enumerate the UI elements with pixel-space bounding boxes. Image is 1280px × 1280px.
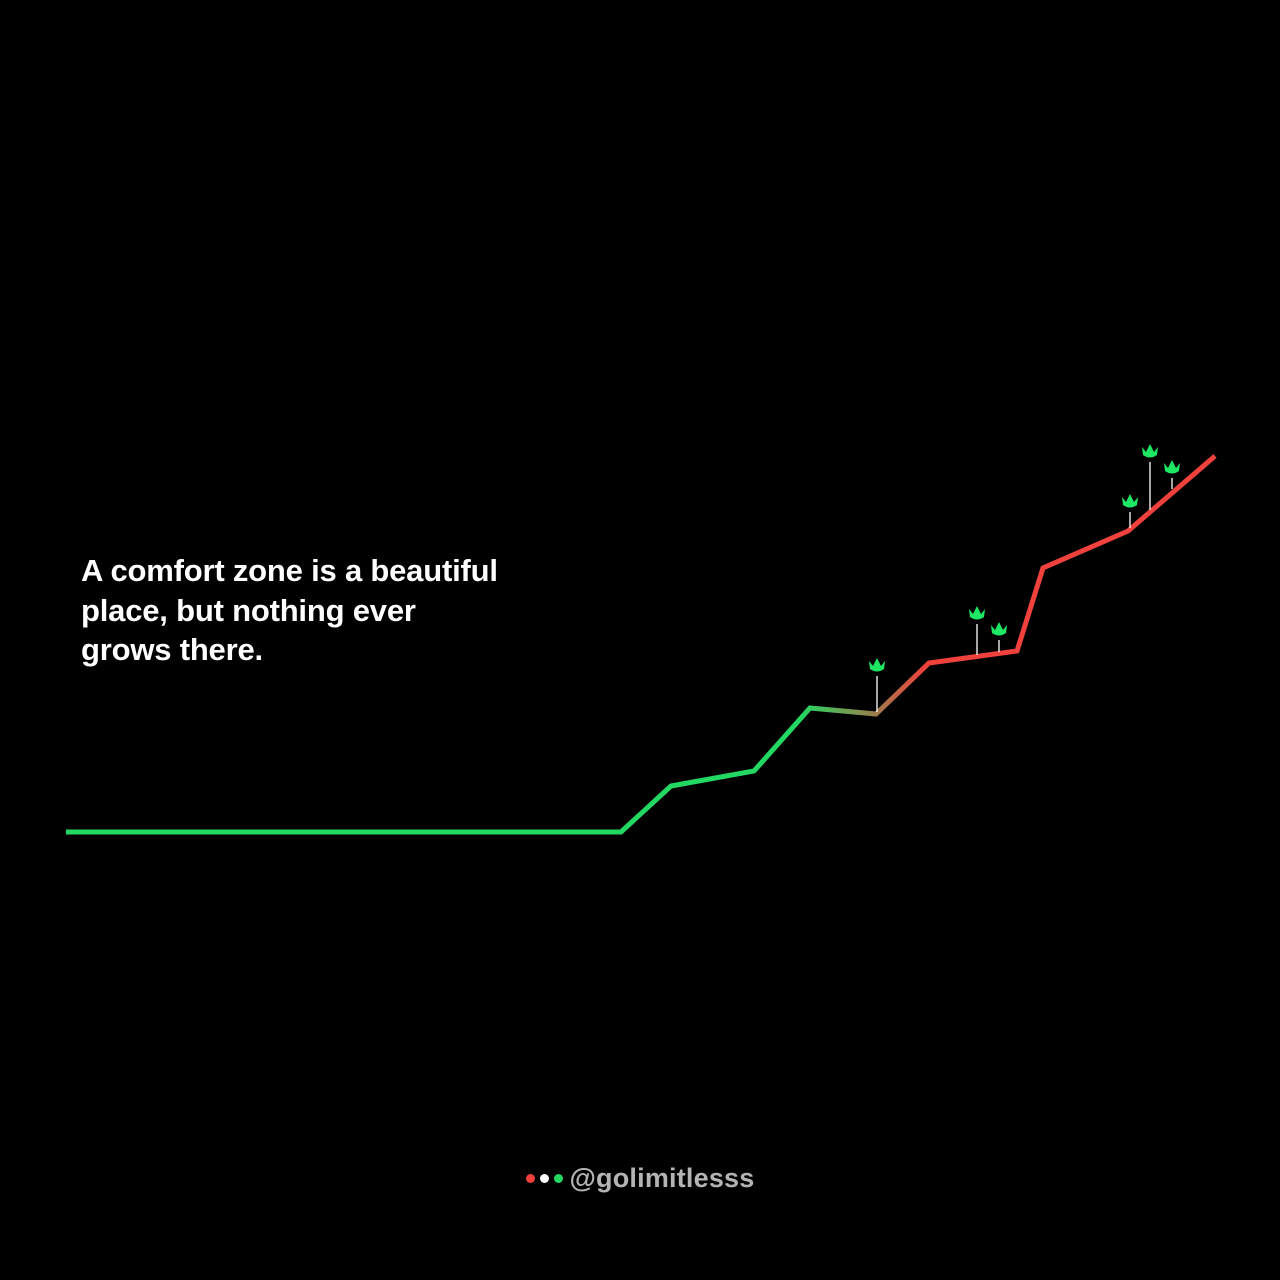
quote-line-1: A comfort zone is a beautiful <box>81 553 498 588</box>
quote-line-2: place, but nothing ever <box>81 592 416 628</box>
sprout-icon <box>869 658 885 672</box>
sprout-2 <box>969 606 985 655</box>
sprout-4 <box>1122 494 1138 528</box>
footer: @golimitlesss <box>0 1158 1280 1198</box>
quote-text: A comfort zone is a beautiful place, but… <box>81 551 581 670</box>
green-dot <box>553 1173 563 1183</box>
social-handle[interactable]: @golimitlesss <box>569 1162 755 1193</box>
quote-line-3: grows there. <box>81 632 263 667</box>
sprout-icon <box>1164 460 1180 474</box>
sprout-1 <box>869 658 885 712</box>
comfort-zone-line <box>66 454 1217 835</box>
white-dot <box>539 1173 549 1183</box>
sprout-icon <box>1122 494 1138 508</box>
sprout-icon <box>991 622 1007 636</box>
sprout-3 <box>991 622 1007 652</box>
sprout-5 <box>1142 444 1158 510</box>
sprout-icon <box>1142 444 1158 458</box>
red-dot <box>525 1173 535 1183</box>
sprout-6 <box>1164 460 1180 489</box>
sprout-icon <box>969 606 985 620</box>
